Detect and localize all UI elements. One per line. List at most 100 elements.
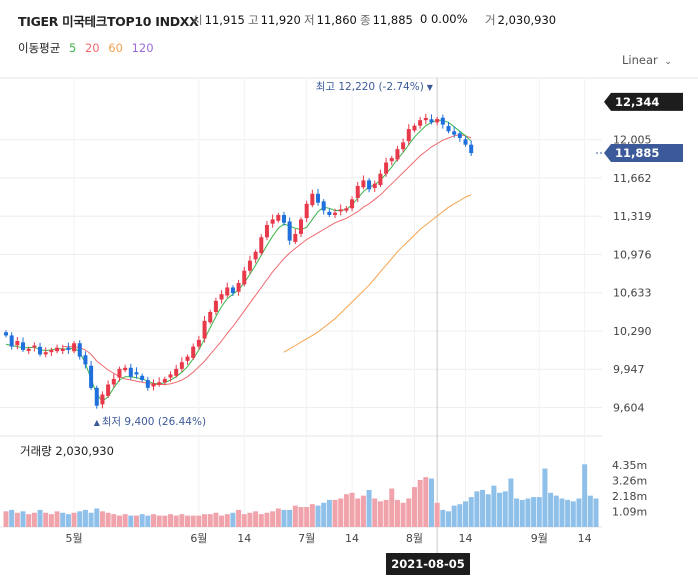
candle — [128, 367, 133, 377]
candle — [276, 214, 281, 221]
volume-bar — [133, 515, 139, 527]
volume-bar — [37, 509, 43, 527]
max-price-label: 12,344 — [615, 95, 659, 109]
candle — [446, 125, 451, 132]
candle — [185, 356, 190, 361]
volume-bar — [514, 498, 520, 527]
candle — [140, 375, 145, 381]
candle — [77, 343, 82, 357]
volume-bar — [105, 512, 111, 527]
volume-bar — [88, 512, 94, 527]
moving-average-legend[interactable]: 이동평균 5 20 60 120 — [18, 40, 159, 56]
candle — [179, 362, 184, 369]
volume-bar — [417, 479, 423, 527]
candle — [287, 221, 292, 241]
candle — [21, 342, 26, 350]
volume-bar — [593, 498, 599, 527]
ma-legend-label: 이동평균 — [18, 41, 61, 55]
candle — [168, 374, 173, 378]
volume-bar — [406, 498, 412, 527]
candle — [89, 365, 94, 388]
volume-tick-label: 4.35m — [612, 459, 647, 472]
volume-bar — [321, 502, 327, 527]
volume-bar — [202, 514, 208, 527]
volume-bar — [485, 494, 491, 527]
volume-bar — [468, 497, 474, 527]
candle — [247, 260, 252, 271]
ma20-legend: 20 — [84, 41, 100, 55]
candle — [361, 180, 366, 188]
candle — [338, 209, 343, 212]
y-tick-label: 9,604 — [613, 401, 645, 414]
volume-bar — [247, 512, 253, 527]
low-annotation: 최저 9,400 (26.44%) — [102, 416, 206, 428]
y-tick-label: 9,947 — [613, 363, 645, 376]
volume-bar — [43, 512, 49, 527]
candle — [355, 185, 360, 199]
volume-bar — [287, 509, 293, 527]
volume-bar — [428, 478, 434, 527]
volume-bar — [423, 477, 429, 527]
candle — [469, 144, 474, 154]
candle — [435, 119, 440, 123]
candle — [299, 219, 303, 234]
volume-bar — [71, 512, 77, 527]
ma5-legend: 5 — [68, 41, 77, 55]
volume-bar — [111, 514, 117, 527]
change-quote: 0 0.00% — [420, 12, 468, 26]
volume-bar — [565, 499, 571, 527]
candle — [270, 219, 275, 224]
candle — [423, 117, 428, 121]
volume-bar — [190, 515, 196, 527]
candle — [4, 332, 8, 336]
candle — [106, 384, 111, 396]
volume-bar — [54, 511, 60, 527]
volume-bar — [275, 508, 281, 527]
candle — [117, 368, 122, 378]
volume-bar — [31, 512, 37, 527]
volume-tick-label: 2.18m — [612, 490, 647, 503]
candle — [253, 251, 258, 260]
candle — [463, 139, 468, 145]
volume-bar — [77, 511, 83, 527]
volume-bar — [281, 509, 287, 527]
volume-bar — [94, 508, 100, 527]
candle — [389, 158, 394, 162]
candle — [196, 339, 201, 347]
current-price-badge — [604, 144, 683, 163]
candle — [213, 300, 218, 312]
volume-bar — [304, 507, 310, 527]
volume-bar — [26, 514, 32, 527]
candle — [94, 387, 99, 406]
y-tick-label: 12,005 — [613, 134, 652, 147]
y-tick-label: 10,633 — [613, 287, 652, 300]
candle — [395, 149, 400, 160]
volume-bar — [139, 514, 145, 527]
candle — [310, 193, 315, 206]
scale-selector[interactable]: Linear ⌄ — [622, 53, 672, 67]
volume-bar — [292, 505, 298, 527]
volume-bar — [360, 495, 366, 527]
volume-bar — [474, 491, 480, 527]
volume-bar — [298, 507, 304, 527]
volume-bar — [122, 514, 128, 527]
volume-bar — [9, 509, 15, 527]
candle — [49, 349, 54, 353]
x-tick-label: 14 — [237, 532, 251, 545]
volume-bar — [162, 515, 168, 527]
volume-bar — [338, 498, 344, 527]
max-price-badge — [604, 92, 683, 111]
volume-bar — [332, 499, 338, 527]
volume-bar — [491, 485, 497, 527]
chevron-down-icon: ⌄ — [664, 57, 672, 67]
volume-bar — [343, 494, 349, 527]
volume-bar — [576, 498, 582, 527]
etf-name: TIGER 미국테크TOP10 INDXX — [18, 14, 199, 29]
ma20-line — [62, 134, 472, 385]
volume-bar — [145, 515, 151, 527]
volume-bar — [582, 464, 588, 527]
candle — [236, 283, 241, 292]
volume-bar — [264, 512, 270, 527]
candle — [72, 343, 77, 352]
